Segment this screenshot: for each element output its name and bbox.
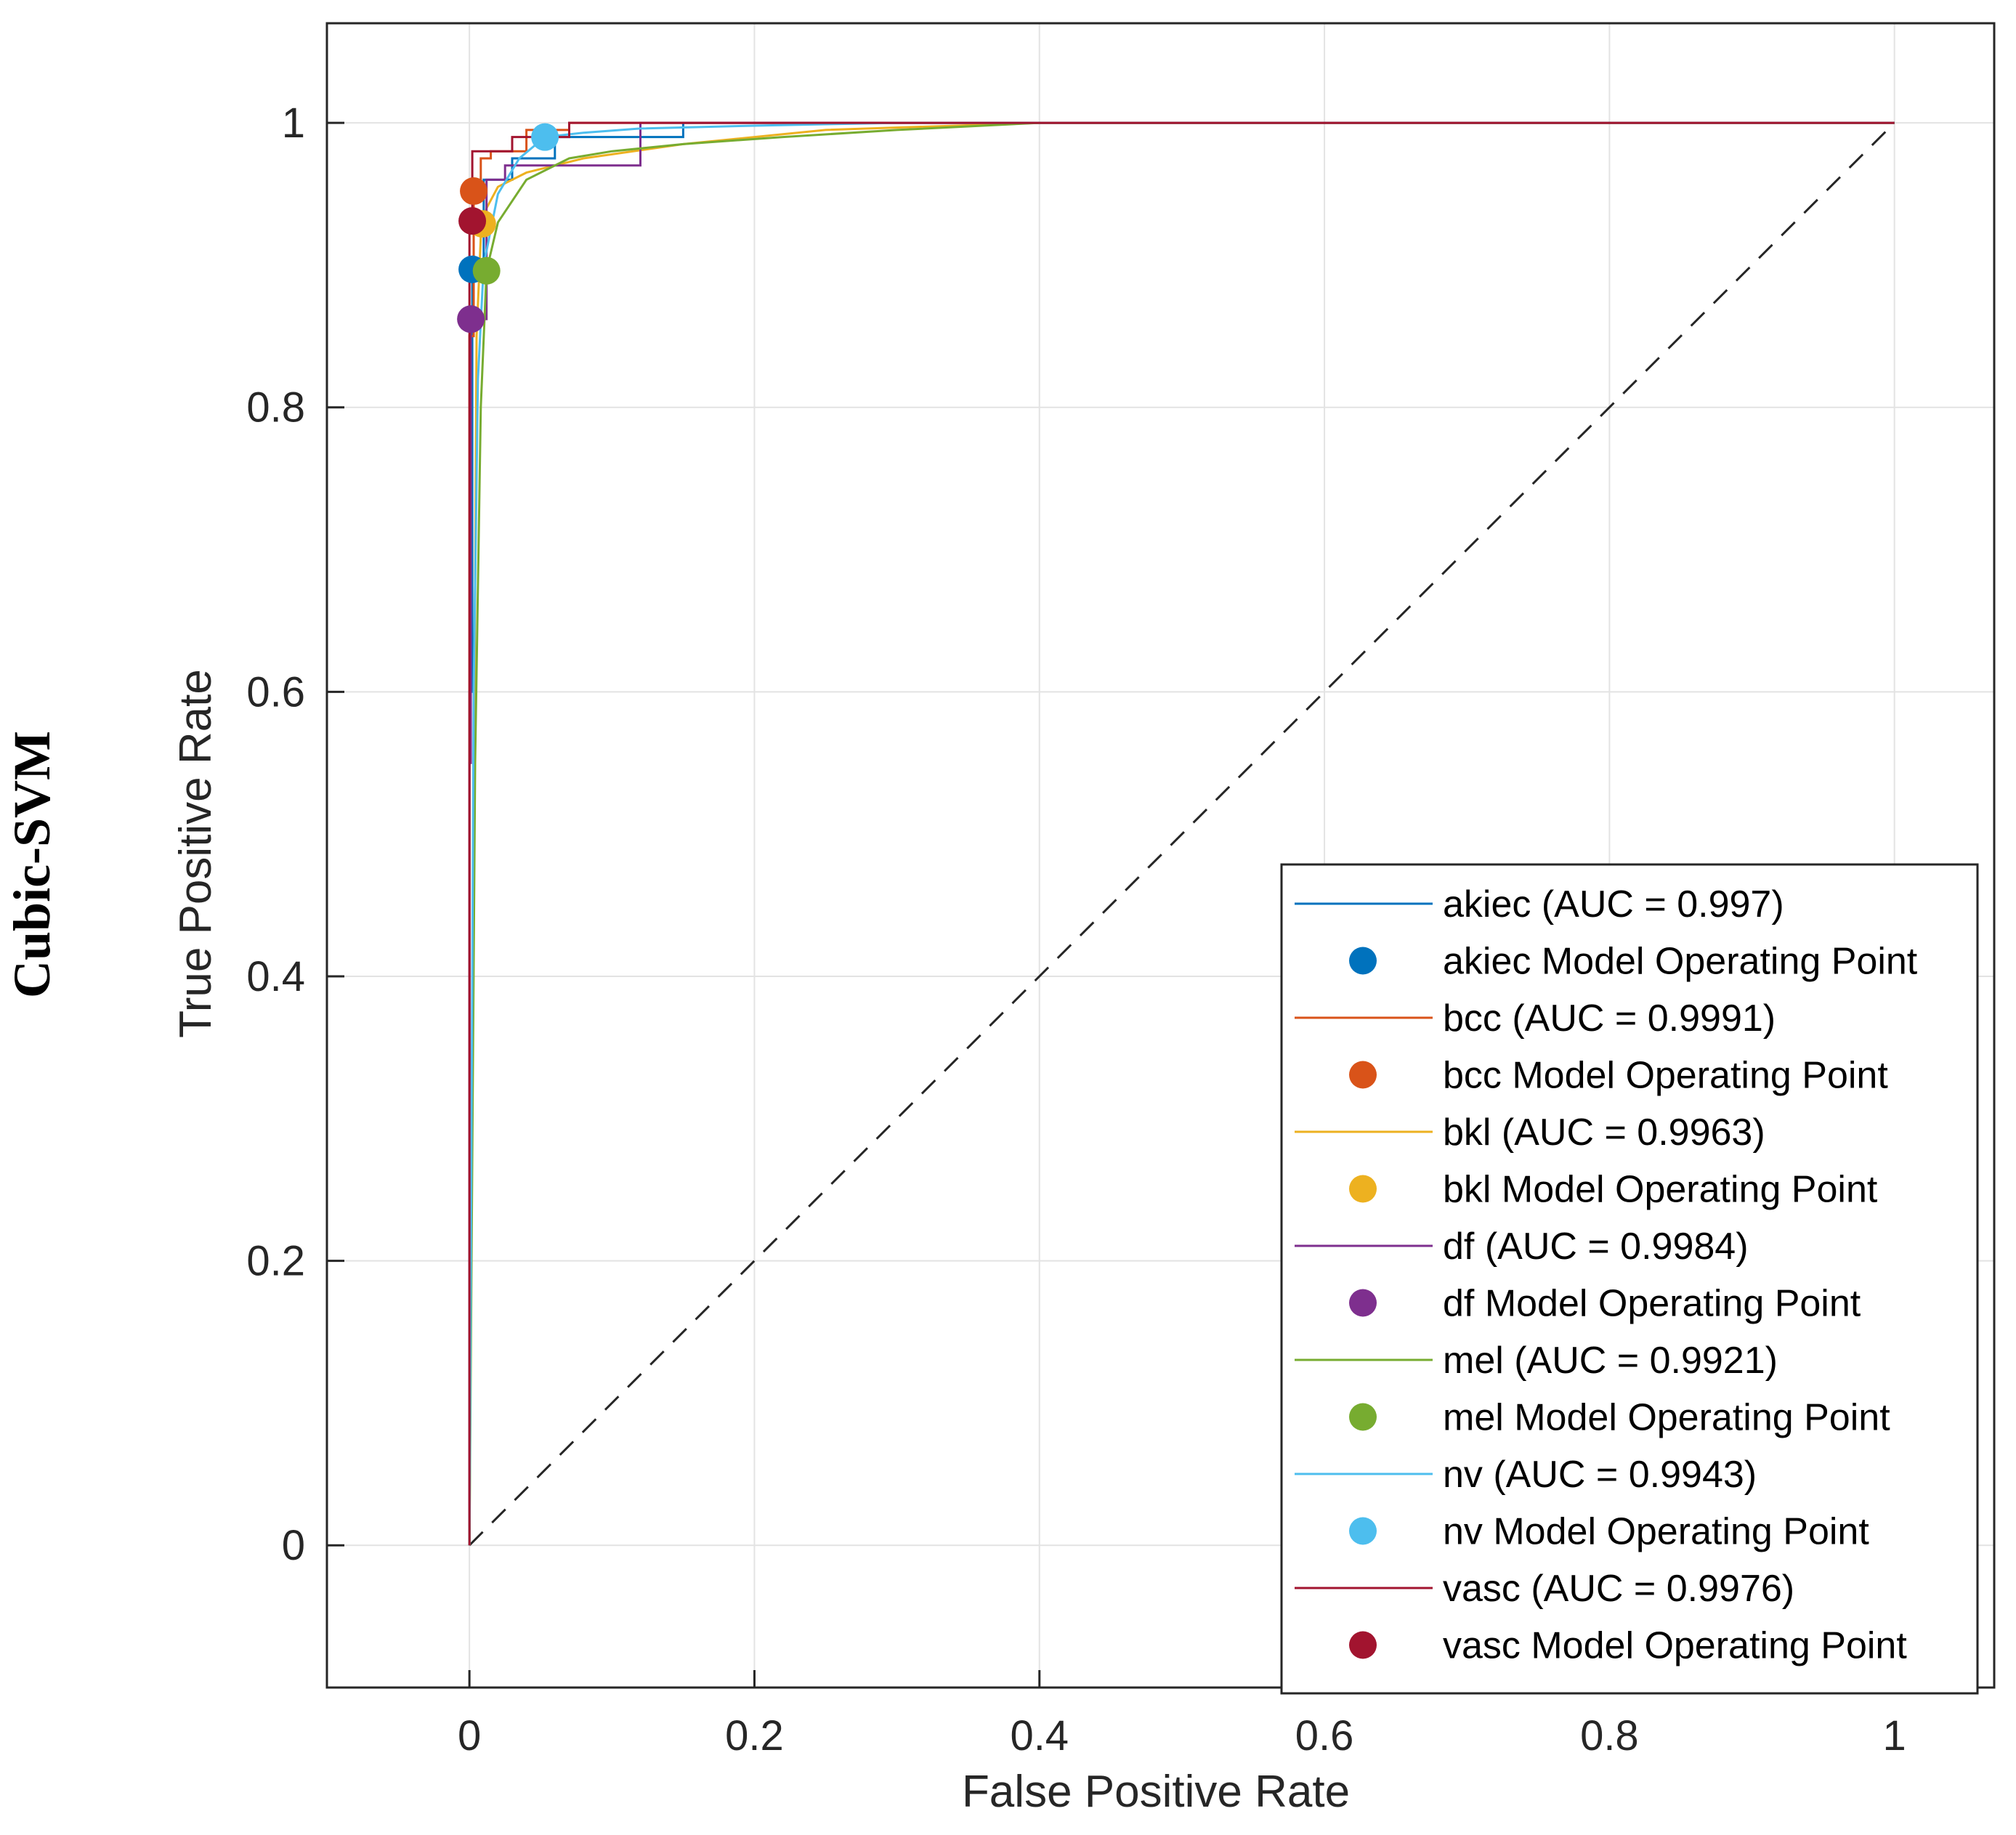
y-tick-label: 1 xyxy=(282,100,305,147)
bcc-model-operating-point-marker xyxy=(460,177,488,206)
x-tick-label: 0.2 xyxy=(725,1712,784,1759)
legend-entry-label: bcc Model Operating Point xyxy=(1443,1055,1888,1097)
legend-entry-label: nv Model Operating Point xyxy=(1443,1511,1869,1553)
legend-entry-label: bkl Model Operating Point xyxy=(1443,1169,1878,1211)
df-model-operating-point-marker xyxy=(457,305,485,333)
legend-marker-swatch xyxy=(1349,1061,1377,1089)
y-tick-label: 0.2 xyxy=(246,1238,305,1285)
x-tick-label: 0.4 xyxy=(1010,1712,1069,1759)
legend: akiec (AUC = 0.997) akiec Model Operating… xyxy=(1280,863,1979,1695)
legend-marker-swatch xyxy=(1349,947,1377,975)
y-axis-label: True Positive Rate xyxy=(171,669,221,1038)
legend-entry-label: akiec (AUC = 0.997) xyxy=(1443,883,1784,925)
y-axis-ticks: 0 0.2 0.4 0.6 0.8 1 xyxy=(246,100,344,1569)
side-label: Cubic-SVM xyxy=(3,731,61,998)
legend-entry-label: df Model Operating Point xyxy=(1443,1283,1861,1325)
series-lines xyxy=(468,121,1895,1546)
x-tick-label: 0.6 xyxy=(1295,1712,1354,1759)
x-tick-label: 0 xyxy=(458,1712,481,1759)
nv-model-operating-point-marker xyxy=(531,123,559,151)
legend-entry-label: vasc Model Operating Point xyxy=(1443,1625,1907,1667)
y-tick-label: 0.8 xyxy=(246,384,305,432)
y-tick-label: 0.4 xyxy=(246,953,305,1000)
vasc-model-operating-point-marker xyxy=(458,207,487,235)
legend-entry-label: mel Model Operating Point xyxy=(1443,1397,1890,1439)
y-tick-label: 0.6 xyxy=(246,668,305,716)
reference-diagonal-line xyxy=(469,122,1895,1547)
legend-entry-label: vasc (AUC = 0.9976) xyxy=(1443,1568,1794,1610)
axes-box xyxy=(325,22,1996,1689)
nv-auc-0-9943-line xyxy=(468,121,1895,1546)
operating-point-markers xyxy=(457,123,559,333)
legend-marker-swatch xyxy=(1349,1289,1377,1317)
mel-model-operating-point-marker xyxy=(472,256,501,285)
legend-marker-swatch xyxy=(1349,1517,1377,1545)
x-tick-label: 0.8 xyxy=(1580,1712,1639,1759)
x-tick-label: 1 xyxy=(1883,1712,1906,1759)
legend-entry-label: akiec Model Operating Point xyxy=(1443,941,1918,983)
legend-box xyxy=(1280,863,1979,1695)
legend-entry-label: nv (AUC = 0.9943) xyxy=(1443,1454,1757,1496)
legend-entry-label: bcc (AUC = 0.9991) xyxy=(1443,997,1776,1040)
legend-entry-label: bkl (AUC = 0.9963) xyxy=(1443,1111,1765,1154)
legend-marker-swatch xyxy=(1349,1175,1377,1203)
mel-auc-0-9921-line xyxy=(468,121,1895,1546)
legend-entry-label: df (AUC = 0.9984) xyxy=(1443,1226,1749,1268)
x-axis-label: False Positive Rate xyxy=(962,1767,1350,1817)
legend-marker-swatch xyxy=(1349,1631,1377,1659)
y-tick-label: 0 xyxy=(282,1522,305,1569)
legend-entry-label: mel (AUC = 0.9921) xyxy=(1443,1340,1778,1382)
x-axis-ticks: 0 0.2 0.4 0.6 0.8 1 xyxy=(458,1670,1906,1759)
legend-marker-swatch xyxy=(1349,1403,1377,1431)
